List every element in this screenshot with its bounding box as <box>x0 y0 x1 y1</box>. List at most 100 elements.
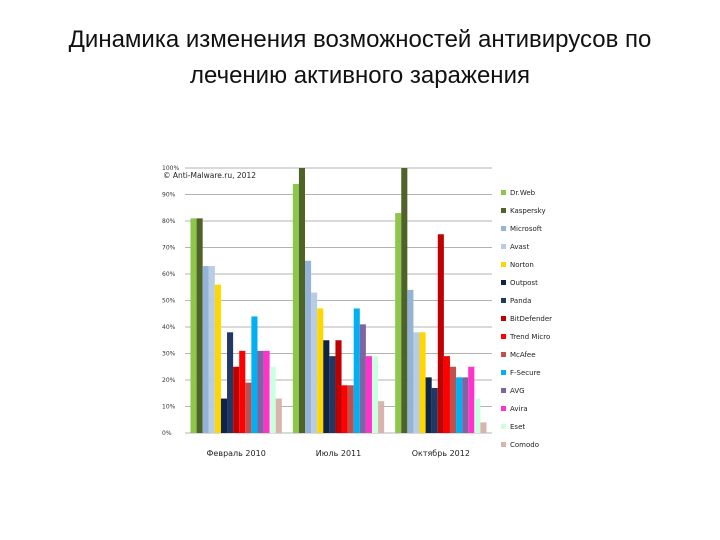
y-tick-label: 60% <box>162 271 176 278</box>
x-category-label: Октябрь 2012 <box>412 449 470 458</box>
slide-title: Динамика изменения возможностей антивиру… <box>40 22 680 94</box>
bar-kaspersky-2 <box>401 168 408 433</box>
y-tick-label: 40% <box>162 324 176 331</box>
bar-microsoft-1 <box>305 260 312 433</box>
legend-swatch <box>501 316 506 321</box>
bar-dr-web-2 <box>395 213 402 433</box>
bar-bitdefender-0 <box>233 366 240 433</box>
legend-label: McAfee <box>510 351 536 359</box>
bar-avast-1 <box>311 292 318 433</box>
bar-norton-0 <box>214 284 221 433</box>
y-tick-label: 80% <box>162 218 176 225</box>
legend-item: Norton <box>501 261 534 269</box>
bar-f-secure-0 <box>251 316 258 433</box>
bar-trend-micro-1 <box>341 385 348 433</box>
bar-f-secure-1 <box>353 308 360 433</box>
legend-swatch <box>501 226 506 231</box>
bar-panda-1 <box>329 356 336 433</box>
bar-panda-0 <box>227 332 234 433</box>
bar-panda-2 <box>431 387 438 433</box>
legend-swatch <box>501 406 506 411</box>
legend-swatch <box>501 280 506 285</box>
legend-swatch <box>501 370 506 375</box>
legend-swatch <box>501 334 506 339</box>
legend-label: Dr.Web <box>510 189 536 197</box>
legend-item: Comodo <box>501 441 539 449</box>
legend-label: Norton <box>510 261 534 269</box>
bar-avast-2 <box>413 332 420 433</box>
bar-outpost-0 <box>220 398 228 433</box>
legend-item: Avast <box>501 243 529 251</box>
bar-trend-micro-2 <box>443 356 450 433</box>
chart-annotation: © Anti-Malware.ru, 2012 <box>163 171 256 180</box>
legend-label: Microsoft <box>510 225 542 233</box>
bar-mcafee-1 <box>347 385 354 433</box>
bar-bitdefender-2 <box>437 234 444 433</box>
legend-item: Trend Micro <box>501 333 550 341</box>
legend-swatch <box>501 190 506 195</box>
legend-label: Trend Micro <box>509 333 550 341</box>
bar-microsoft-0 <box>202 266 209 433</box>
bar-mcafee-0 <box>245 382 252 433</box>
bar-comodo-0 <box>275 398 282 433</box>
legend: Dr.Web Kaspersky Microsoft Avast Norton Outpo… <box>501 189 552 449</box>
legend-label: AVG <box>510 387 525 395</box>
y-tick-label: 0% <box>162 430 172 437</box>
bar-kaspersky-1 <box>298 168 306 433</box>
y-tick-label: 20% <box>162 377 176 384</box>
bar-mcafee-2 <box>449 366 457 433</box>
bar-avira-0 <box>263 350 270 433</box>
legend-swatch <box>501 442 506 447</box>
legend-item: Panda <box>501 297 531 305</box>
legend-label: Eset <box>510 423 525 431</box>
legend-swatch <box>501 298 506 303</box>
slide-title-line-2: лечению активного заражения <box>190 62 530 89</box>
bar-eset-0 <box>269 366 276 433</box>
bar-comodo-2 <box>480 422 487 433</box>
legend-item: Eset <box>501 423 525 431</box>
y-tick-label: 10% <box>162 404 176 411</box>
bar-norton-1 <box>317 308 324 433</box>
bar-avast-0 <box>208 266 215 433</box>
legend-item: Dr.Web <box>501 189 536 197</box>
legend-swatch <box>501 244 506 249</box>
y-axis-ticks: 0% 10% 20% 30% 40% 50% 60% 70% 80% 90% 100% <box>162 165 179 437</box>
legend-item: Microsoft <box>501 225 542 233</box>
legend-item: BitDefender <box>501 315 552 323</box>
bar-trend-micro-0 <box>239 350 246 433</box>
bar-avira-1 <box>365 356 372 433</box>
legend-item: AVG <box>501 387 525 395</box>
legend-swatch <box>501 208 506 213</box>
bar-eset-2 <box>474 398 481 433</box>
bar-avira-2 <box>468 366 475 433</box>
legend-item: McAfee <box>501 351 536 359</box>
bars <box>190 168 487 433</box>
bar-bitdefender-1 <box>335 340 342 433</box>
legend-item: Kaspersky <box>501 207 546 215</box>
bar-avg-0 <box>257 350 264 433</box>
bar-outpost-2 <box>425 377 432 433</box>
x-category-label: Июль 2011 <box>316 449 361 458</box>
bar-microsoft-2 <box>407 289 414 433</box>
legend-label: Kaspersky <box>510 207 546 215</box>
legend-swatch <box>501 262 506 267</box>
legend-label: Outpost <box>510 279 538 287</box>
x-category-label: Февраль 2010 <box>207 449 266 458</box>
bar-avg-1 <box>359 324 366 433</box>
legend-label: F-Secure <box>510 369 541 377</box>
legend-label: Panda <box>510 297 531 305</box>
bar-f-secure-2 <box>456 377 463 433</box>
y-tick-label: 90% <box>162 192 176 199</box>
legend-label: Avira <box>510 405 528 413</box>
legend-swatch <box>501 424 506 429</box>
y-tick-label: 70% <box>162 245 176 252</box>
legend-label: BitDefender <box>510 315 552 323</box>
y-tick-label: 100% <box>162 165 179 172</box>
bar-outpost-1 <box>323 340 330 433</box>
legend-item: Avira <box>501 405 528 413</box>
legend-item: F-Secure <box>501 369 541 377</box>
bar-comodo-1 <box>378 401 385 433</box>
bar-dr-web-1 <box>292 183 299 433</box>
legend-swatch <box>501 388 506 393</box>
legend-swatch <box>501 352 506 357</box>
